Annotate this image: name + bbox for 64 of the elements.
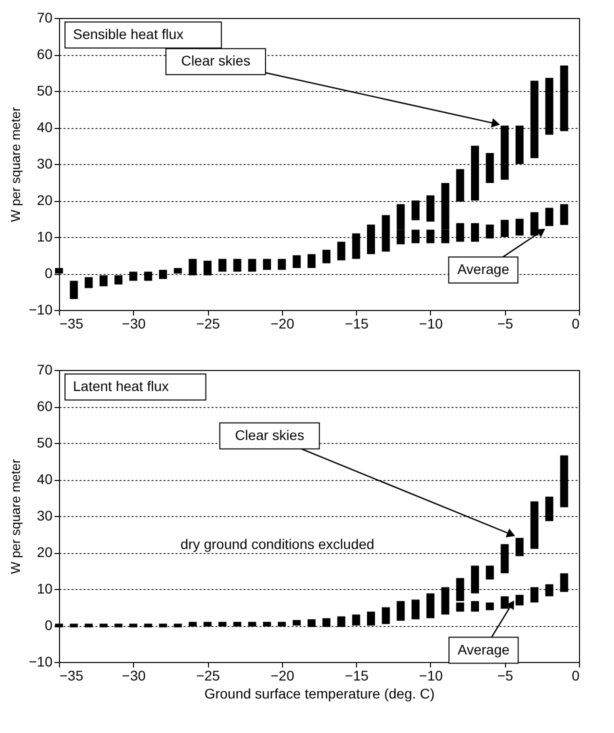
- bar: [412, 600, 420, 620]
- y-axis-title: W per square meter: [8, 106, 23, 222]
- y-tick-label: 70: [36, 362, 53, 378]
- bar: [486, 566, 494, 580]
- x-tick-label: −30: [122, 668, 146, 684]
- bar: [248, 258, 256, 272]
- y-tick-label: 20: [36, 544, 53, 560]
- bar: [486, 602, 494, 610]
- bar: [396, 601, 405, 621]
- x-tick-label: −10: [419, 668, 444, 684]
- bar: [545, 208, 554, 226]
- bar: [382, 607, 390, 624]
- y-tick-label: 10: [36, 580, 53, 596]
- annotation: dry ground conditions excluded: [180, 536, 374, 552]
- bar: [322, 250, 330, 264]
- bar: [292, 255, 301, 268]
- y-tick-label: −10: [28, 302, 53, 318]
- bar: [337, 242, 346, 260]
- x-tick-label: −5: [497, 668, 514, 684]
- y-tick-label: 50: [36, 434, 53, 450]
- text: Latent heat flux: [73, 378, 169, 394]
- text: Sensible heat flux: [73, 26, 184, 42]
- y-tick-label: 70: [36, 10, 53, 26]
- x-tick-label: −25: [196, 316, 220, 332]
- y-axis-title: W per square meter: [8, 458, 23, 574]
- bar: [84, 277, 93, 288]
- annotation: Clear skies: [234, 426, 304, 443]
- y-tick-label: −10: [28, 654, 53, 670]
- x-tick-label: −15: [344, 668, 369, 684]
- annotation: Average: [458, 641, 510, 658]
- y-tick-label: 30: [36, 156, 53, 172]
- bar: [471, 601, 479, 612]
- bar: [308, 254, 316, 268]
- bar: [218, 258, 226, 272]
- x-tick-label: 0: [572, 316, 580, 332]
- bar: [233, 258, 242, 272]
- x-tick-label: −30: [122, 316, 146, 332]
- bar: [70, 280, 78, 300]
- y-tick-label: 60: [36, 46, 53, 62]
- bar: [278, 258, 286, 270]
- y-tick-label: 40: [36, 471, 53, 487]
- x-tick-label: −15: [344, 316, 369, 332]
- x-tick-label: −5: [497, 316, 514, 332]
- y-tick-label: 20: [36, 192, 53, 208]
- x-tick-label: 0: [572, 668, 580, 684]
- y-tick-label: 0: [44, 617, 53, 633]
- x-tick-label: −35: [60, 668, 84, 684]
- x-tick-label: −20: [270, 668, 294, 684]
- y-tick-label: 60: [36, 398, 53, 414]
- y-tick-label: 0: [44, 265, 53, 281]
- x-axis-title: Ground surface temperature (deg. C): [204, 686, 435, 702]
- bar: [263, 258, 271, 270]
- bar: [426, 593, 434, 618]
- y-tick-label: 30: [36, 508, 53, 524]
- bar: [560, 204, 568, 225]
- annotation: Clear skies: [181, 52, 250, 69]
- x-tick-label: −35: [60, 316, 84, 332]
- y-tick-label: 10: [36, 228, 53, 244]
- y-tick-label: 40: [36, 119, 53, 135]
- annotation: Average: [457, 261, 510, 278]
- x-tick-label: −10: [419, 316, 444, 332]
- y-tick-label: 50: [36, 82, 53, 98]
- x-tick-label: −25: [196, 668, 220, 684]
- x-tick-label: −20: [270, 316, 294, 332]
